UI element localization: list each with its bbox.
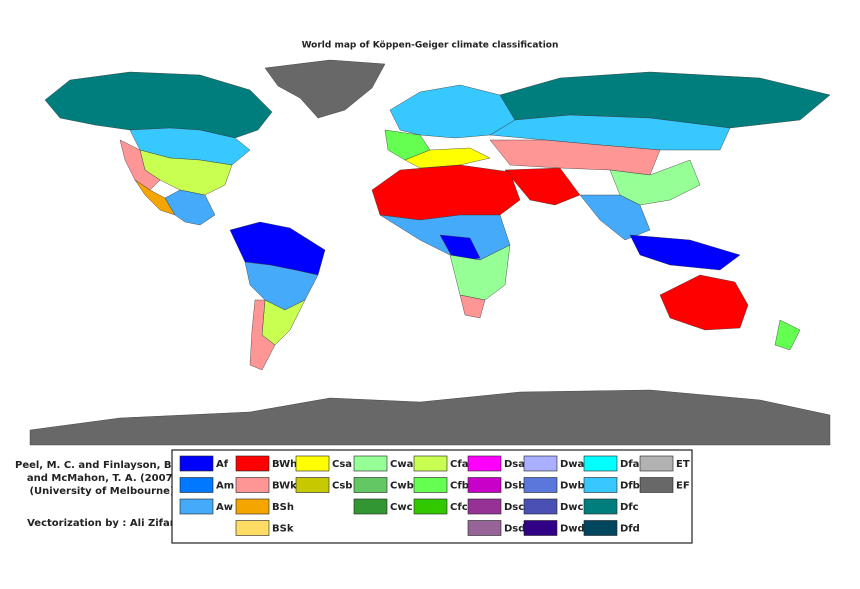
- legend-label: Dsb: [504, 481, 525, 492]
- legend-label: Af: [216, 459, 229, 470]
- south-asia: [579, 194, 651, 241]
- legend-swatch: [353, 455, 388, 472]
- legend-label: Cfb: [450, 481, 469, 492]
- indonesia: [629, 234, 741, 271]
- legend-swatch: [235, 498, 270, 515]
- kalahari: [459, 294, 486, 319]
- middle-east: [504, 167, 581, 206]
- legend-swatch: [583, 455, 618, 472]
- legend-swatch: [523, 477, 558, 493]
- legend-label: Cfc: [450, 502, 468, 513]
- legend: Af Am Aw BWh BWk BSh BSk Csa Csb Cwa Cwb Cwc Cfa Cfb C…: [179, 455, 690, 536]
- legend-label: Cwc: [390, 502, 413, 513]
- new-zealand: [774, 319, 801, 351]
- legend-swatch: [413, 498, 448, 515]
- legend-swatch: [295, 477, 330, 493]
- legend-swatch: [523, 520, 558, 536]
- legend-label: BSh: [272, 502, 294, 513]
- legend-swatch: [467, 520, 502, 536]
- north-america-north: [44, 71, 273, 139]
- legend-label: ET: [676, 459, 690, 470]
- legend-label: Dwa: [560, 459, 584, 470]
- patagonia: [249, 299, 276, 371]
- legend-label: Dsc: [504, 502, 524, 513]
- legend-label: Csa: [332, 459, 352, 470]
- legend-swatch: [583, 498, 618, 515]
- legend-label: Dfa: [620, 459, 639, 470]
- map-title: World map of Köppen-Geiger climate class…: [302, 41, 559, 51]
- legend-label: EF: [676, 481, 690, 492]
- legend-swatch: [353, 477, 388, 493]
- legend-label: BSk: [272, 524, 294, 535]
- legend-label: Dsa: [504, 459, 525, 470]
- central-america: [164, 189, 216, 226]
- legend-label: Dfb: [620, 481, 640, 492]
- legend-swatch: [523, 498, 558, 515]
- legend-swatch: [583, 477, 618, 493]
- legend-label: Cwa: [390, 459, 413, 470]
- congo: [439, 234, 481, 263]
- citation-line: Peel, M. C. and Finlayson, B. L.: [15, 460, 189, 471]
- legend-swatch: [413, 477, 448, 493]
- legend-swatch: [583, 520, 618, 536]
- legend-label: Cwb: [390, 481, 414, 492]
- legend-swatch: [179, 477, 214, 493]
- legend-label: Dfc: [620, 502, 639, 513]
- legend-swatch: [639, 455, 674, 472]
- central-asia-north: [489, 114, 731, 151]
- antarctica: [29, 389, 831, 446]
- legend-swatch: [467, 498, 502, 515]
- legend-swatch: [295, 455, 330, 472]
- legend-swatch: [639, 477, 674, 493]
- greenland: [264, 59, 386, 119]
- world-map: [29, 59, 831, 446]
- legend-swatch: [353, 498, 388, 515]
- legend-label: Dwb: [560, 481, 585, 492]
- legend-label: Csb: [332, 481, 352, 492]
- legend-label: Dwc: [560, 502, 584, 513]
- vectorization-credit: Vectorization by : Ali Zifan: [27, 518, 177, 529]
- legend-swatch: [413, 455, 448, 472]
- legend-swatch: [235, 455, 270, 472]
- legend-label: Am: [216, 481, 234, 492]
- citation-line: (University of Melbourne): [29, 486, 174, 497]
- legend-label: Dsd: [504, 524, 525, 535]
- legend-label: Cfa: [450, 459, 468, 470]
- legend-label: Dwd: [560, 524, 585, 535]
- legend-swatch: [523, 455, 558, 472]
- legend-label: BWk: [272, 481, 297, 492]
- legend-label: BWh: [272, 459, 297, 470]
- north-america-west: [119, 139, 161, 191]
- legend-swatch: [235, 477, 270, 493]
- legend-swatch: [179, 455, 214, 472]
- mediterranean: [404, 147, 491, 169]
- citation-line: and McMahon, T. A. (2007): [27, 473, 177, 484]
- legend-label: Aw: [216, 502, 233, 513]
- legend-swatch: [467, 455, 502, 472]
- australia: [659, 274, 749, 331]
- legend-swatch: [235, 520, 270, 536]
- legend-swatch: [179, 498, 214, 515]
- legend-swatch: [467, 477, 502, 493]
- legend-label: Dfd: [620, 524, 640, 535]
